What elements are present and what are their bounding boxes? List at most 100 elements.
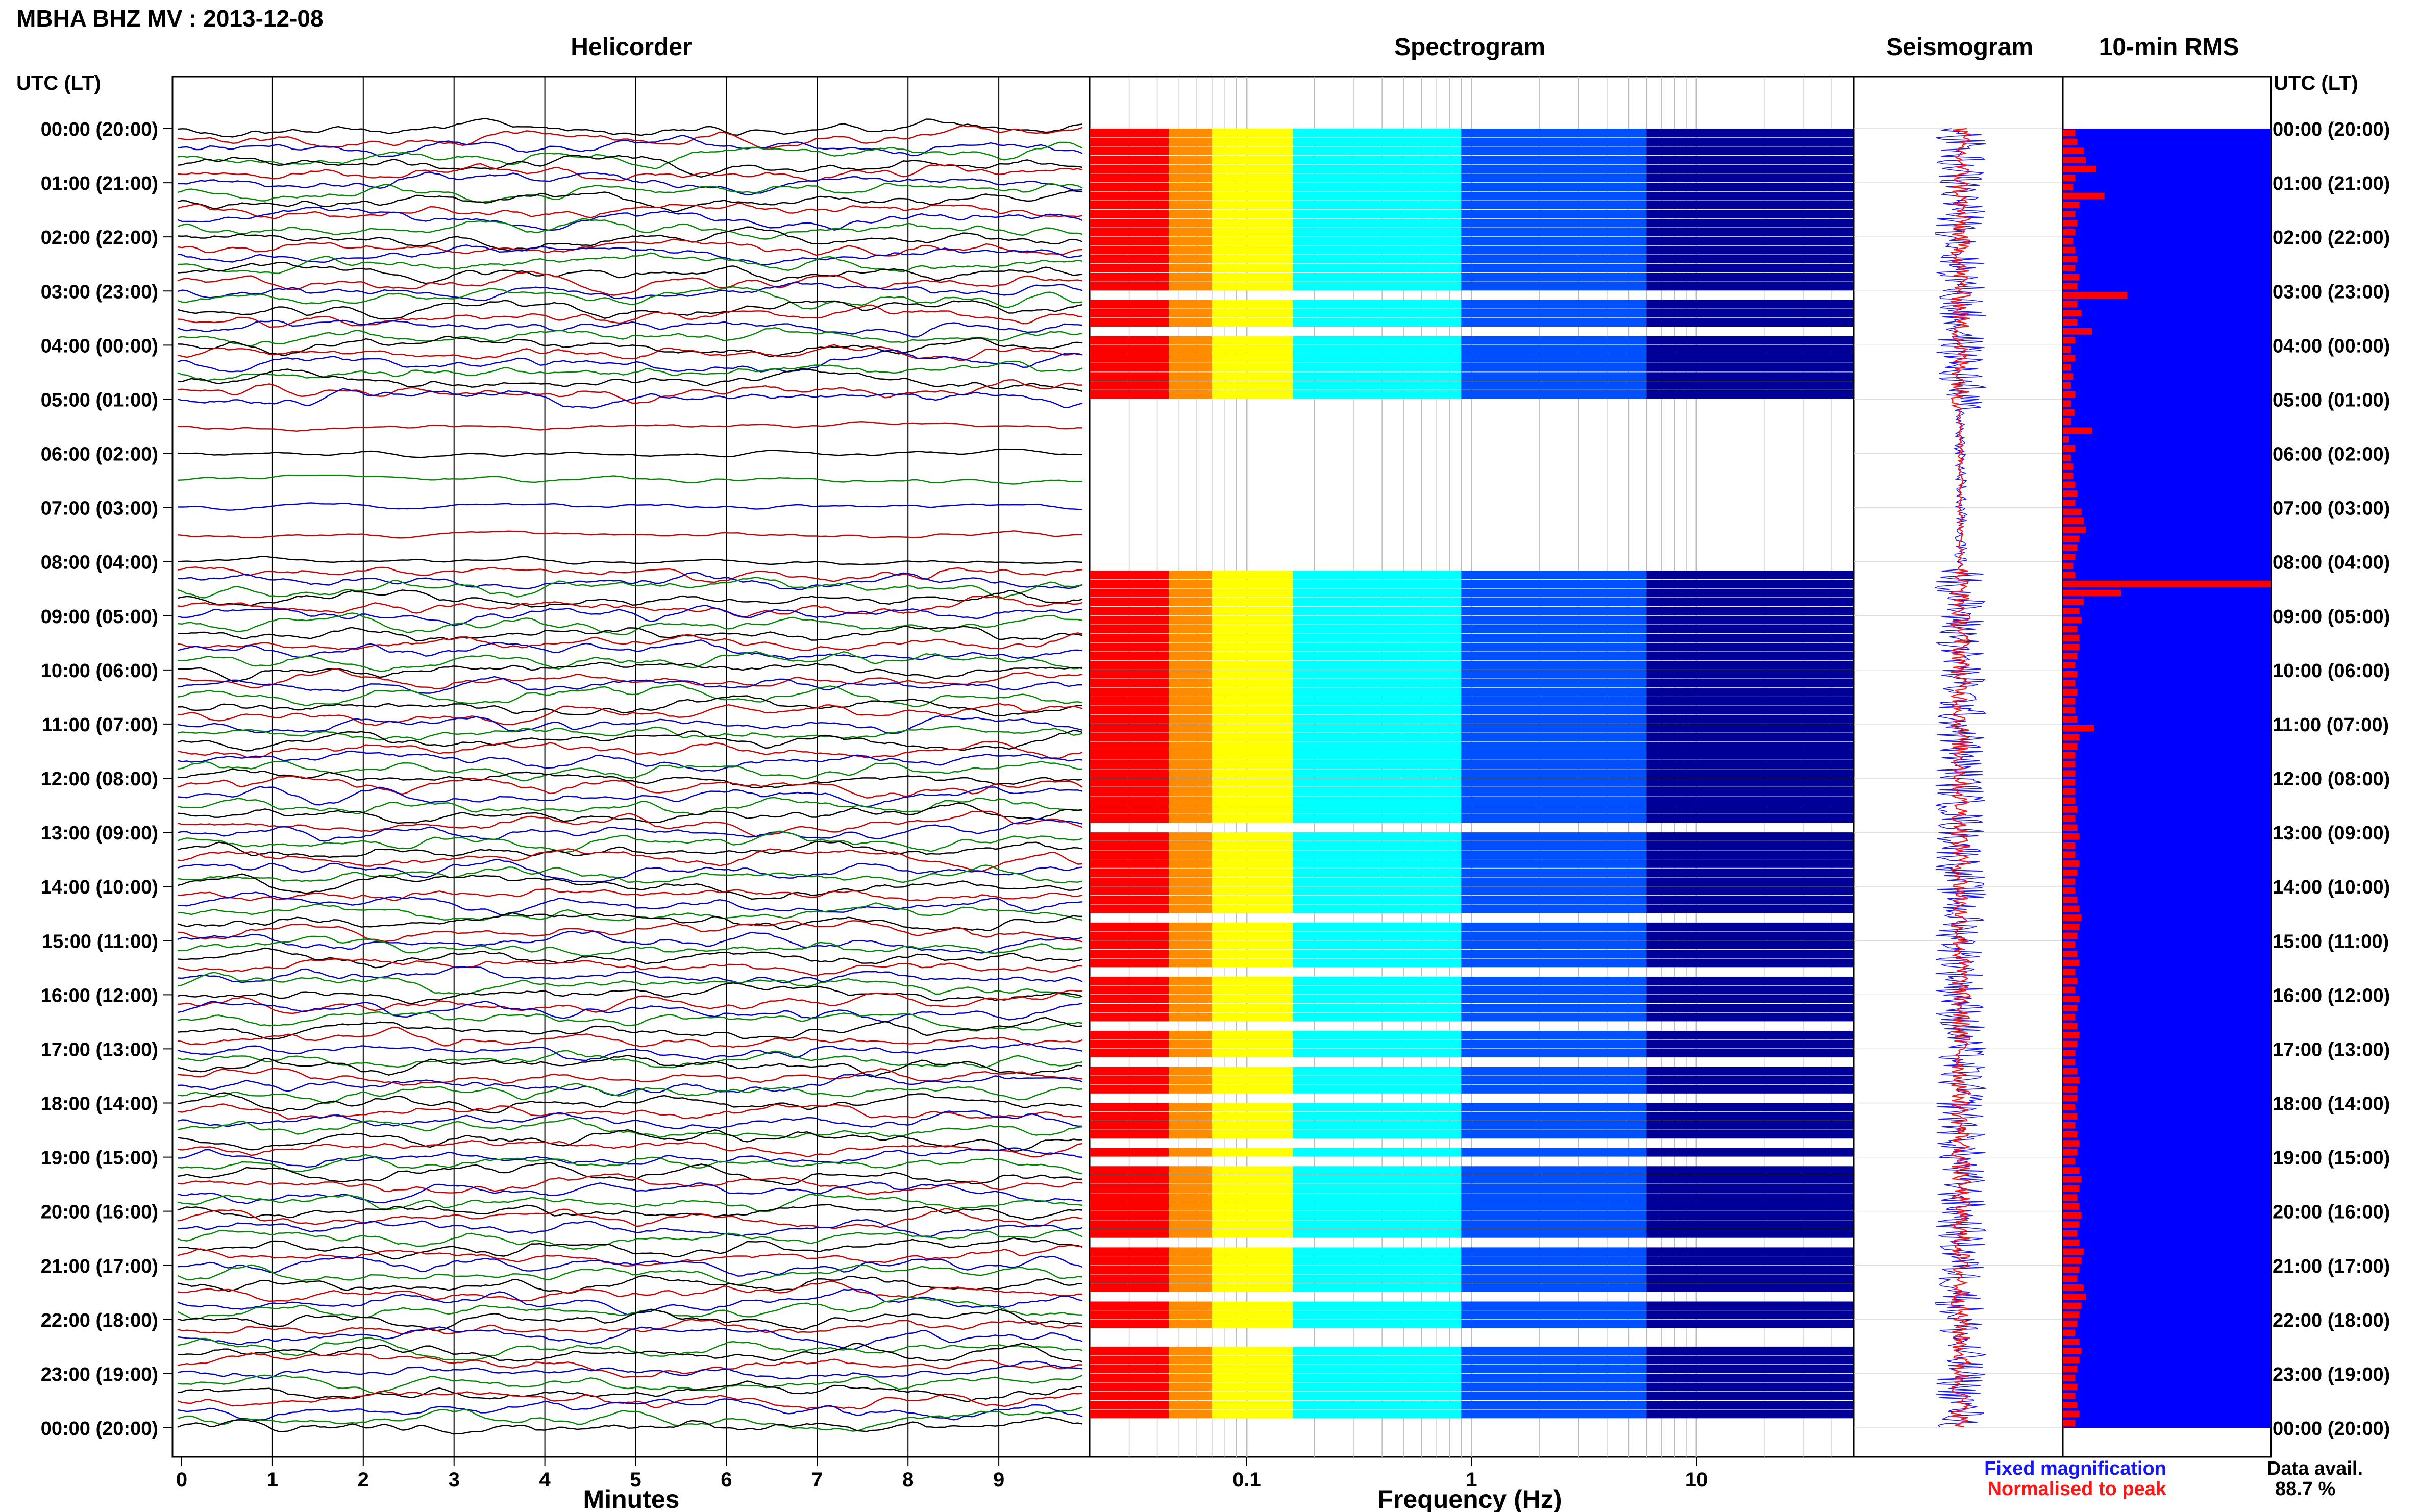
time-tick-label-left: 20:00 (16:00) [41,1202,158,1223]
spectrogram-cell [1169,1310,1212,1319]
spectrogram-panel [1089,76,1855,1458]
rms-bar [2063,445,2076,452]
helicorder-trace [177,327,1083,347]
rms-bar [2063,1023,2078,1030]
spectrogram-cell [1292,1085,1462,1094]
spectrogram-cell [1461,1256,1647,1265]
spectrogram-cell [1090,1175,1169,1184]
spectrogram-cell [1212,995,1293,1003]
rms-bar [2063,1393,2076,1399]
spectrogram-cell [1292,859,1462,868]
spectrogram-cell [1646,760,1854,769]
spectrogram-cell [1169,336,1212,345]
spectrogram-cell [1090,733,1169,742]
spectrogram-cell [1090,1355,1169,1365]
spectrogram-x-axis: 0.1 1 10 [1232,1457,1708,1491]
spectrogram-cell [1090,237,1169,245]
helicorder-trace [177,1360,1083,1379]
spectrogram-cell [1292,245,1462,255]
spectrogram-cell [1090,1365,1169,1373]
rms-bar [2063,1420,2076,1426]
helicorder-x-tick-label: 6 [721,1469,732,1491]
spectrogram-cell [1461,642,1647,652]
rms-bar [2063,1410,2080,1418]
spectrogram-cell [1461,272,1647,282]
spectrogram-cell [1169,245,1212,255]
spectrogram-cell [1292,1175,1462,1184]
spectrogram-cell [1461,1130,1647,1139]
spectrogram-cell [1169,787,1212,796]
rms-bar [2063,698,2076,705]
spectrogram-cell [1212,264,1293,272]
helicorder-trace [177,1275,1083,1294]
spectrogram-cell [1212,877,1293,886]
spectrogram-cell [1646,1373,1854,1382]
spectrogram-cell [1292,679,1462,688]
spectrogram-cell [1646,1346,1854,1355]
spectrogram-cell [1292,164,1462,173]
spectrogram-cell [1461,1049,1647,1058]
helicorder-trace [177,947,1083,969]
spectrogram-cell [1169,868,1212,877]
spectrogram-cell [1212,1382,1293,1392]
spectrogram-cell [1169,742,1212,751]
spectrogram-cell [1292,210,1462,218]
rms-bar [2063,508,2082,515]
spectrogram-cell [1646,1319,1854,1328]
spectrogram-cell [1090,390,1169,399]
spectrogram-cell [1292,931,1462,940]
spectrogram-cell [1461,850,1647,859]
spectrogram-cell [1292,1409,1462,1419]
spectrogram-cell [1212,670,1293,679]
spectrogram-cell [1090,228,1169,237]
spectrogram-cell [1090,1392,1169,1400]
spectrogram-cell [1646,354,1854,363]
spectrogram-cell [1169,1039,1212,1049]
spectrogram-cell [1646,363,1854,372]
time-tick-label-right: 10:00 (06:00) [2273,660,2390,682]
helicorder-trace [177,912,1083,931]
spectrogram-cell [1212,1112,1293,1121]
spectrogram-cell [1646,895,1854,904]
spectrogram-cell [1169,1175,1212,1184]
spectrogram-cell [1292,715,1462,724]
helicorder-trace [177,474,1082,485]
spectrogram-cell [1646,1004,1854,1012]
helicorder-trace [177,639,1083,660]
spectrogram-cell [1461,1310,1647,1319]
spectrogram-cell [1461,977,1647,985]
spectrogram-cell [1090,1310,1169,1319]
spectrogram-cell [1212,679,1293,688]
rms-bar [2063,265,2076,271]
spectrogram-cell [1212,850,1293,859]
spectrogram-cell [1212,1310,1293,1319]
rms-bar [2063,274,2080,281]
rms-bar [2063,1185,2080,1192]
spectrogram-cell [1461,390,1647,399]
spectrogram-cell [1646,706,1854,715]
helicorder-x-axis: 0 1 2 3 4 5 6 7 8 9 [176,1457,1004,1491]
spectrogram-cell [1292,201,1462,210]
rms-bar [2063,905,2080,912]
spectrogram-cell [1090,381,1169,390]
spectrogram-cell [1090,264,1169,272]
time-tick-label-left: 09:00 (05:00) [41,606,158,628]
helicorder-trace [177,577,1083,600]
helicorder-trace [177,1154,1083,1175]
rms-bar [2063,1149,2078,1156]
spectrogram-cell [1169,345,1212,354]
spectrogram-cell [1169,1112,1212,1121]
time-tick-label-left: 13:00 (09:00) [41,823,158,844]
rms-bar [2063,535,2080,542]
helicorder-trace [177,1173,1083,1195]
spectrogram-cell [1090,814,1169,823]
spectrogram-cell [1212,859,1293,868]
rms-bar [2063,662,2076,668]
spectrogram-cell [1169,895,1212,904]
rms-bar [2063,996,2080,1002]
spectrogram-cell [1090,272,1169,282]
spectrogram-cell [1090,1076,1169,1085]
spectrogram-cell [1169,1274,1212,1283]
spectrogram-cell [1646,607,1854,615]
spectrogram-cell [1169,814,1212,823]
